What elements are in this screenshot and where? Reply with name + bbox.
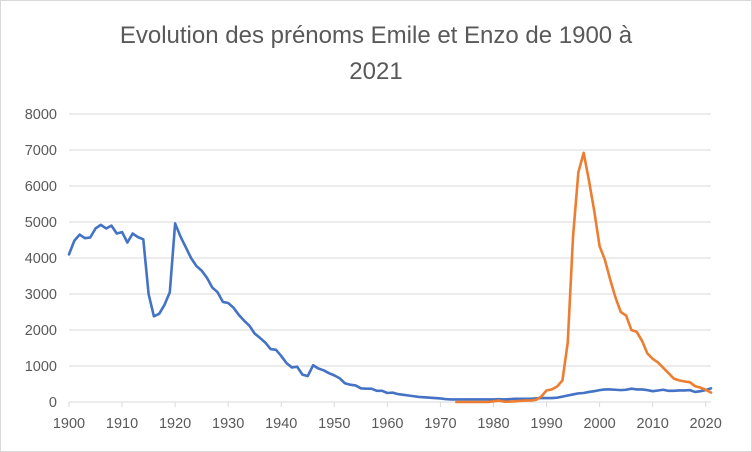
gridlines xyxy=(69,113,711,367)
y-tick-label-0: 0 xyxy=(49,395,57,411)
y-tick-label-2000: 2000 xyxy=(25,323,57,339)
series-line-1 xyxy=(67,222,713,401)
x-tick-label-1990: 1990 xyxy=(530,416,562,432)
y-tick-label-6000: 6000 xyxy=(25,179,57,195)
x-tick-label-1910: 1910 xyxy=(106,416,138,432)
chart-title-line-1: Evolution des prénoms Emile et Enzo de 1… xyxy=(119,22,633,49)
x-tick-label-2010: 2010 xyxy=(637,416,669,432)
x-tick-label-1980: 1980 xyxy=(477,416,509,432)
x-axis-tick-labels: 1900 1910 1920 1930 1940 1950 1960 1970 1980 1990… xyxy=(53,416,722,432)
series-lines xyxy=(67,151,713,404)
x-tick-label-1940: 1940 xyxy=(265,416,297,432)
x-tick-label-2000: 2000 xyxy=(583,416,615,432)
x-tick-label-1920: 1920 xyxy=(159,416,191,432)
x-tick-label-1960: 1960 xyxy=(371,416,403,432)
y-tick-label-8000: 8000 xyxy=(25,107,57,123)
y-tick-label-5000: 5000 xyxy=(25,215,57,231)
y-tick-label-3000: 3000 xyxy=(25,287,57,303)
y-axis-tick-labels: 0 1000 2000 3000 4000 5000 6000 7000 8000 xyxy=(25,107,57,411)
y-tick-label-1000: 1000 xyxy=(25,359,57,375)
chart-title-line-2: 2021 xyxy=(349,58,403,85)
series-line-2 xyxy=(455,151,713,404)
x-axis xyxy=(68,401,711,407)
x-tick-label-1930: 1930 xyxy=(212,416,244,432)
x-tick-label-1950: 1950 xyxy=(318,416,350,432)
x-tick-label-1900: 1900 xyxy=(53,416,85,432)
y-tick-label-4000: 4000 xyxy=(25,251,57,267)
x-tick-label-2020: 2020 xyxy=(690,416,722,432)
chart-title: Evolution des prénoms Emile et Enzo de 1… xyxy=(0,18,752,90)
y-tick-label-7000: 7000 xyxy=(25,143,57,159)
x-tick-label-1970: 1970 xyxy=(424,416,456,432)
